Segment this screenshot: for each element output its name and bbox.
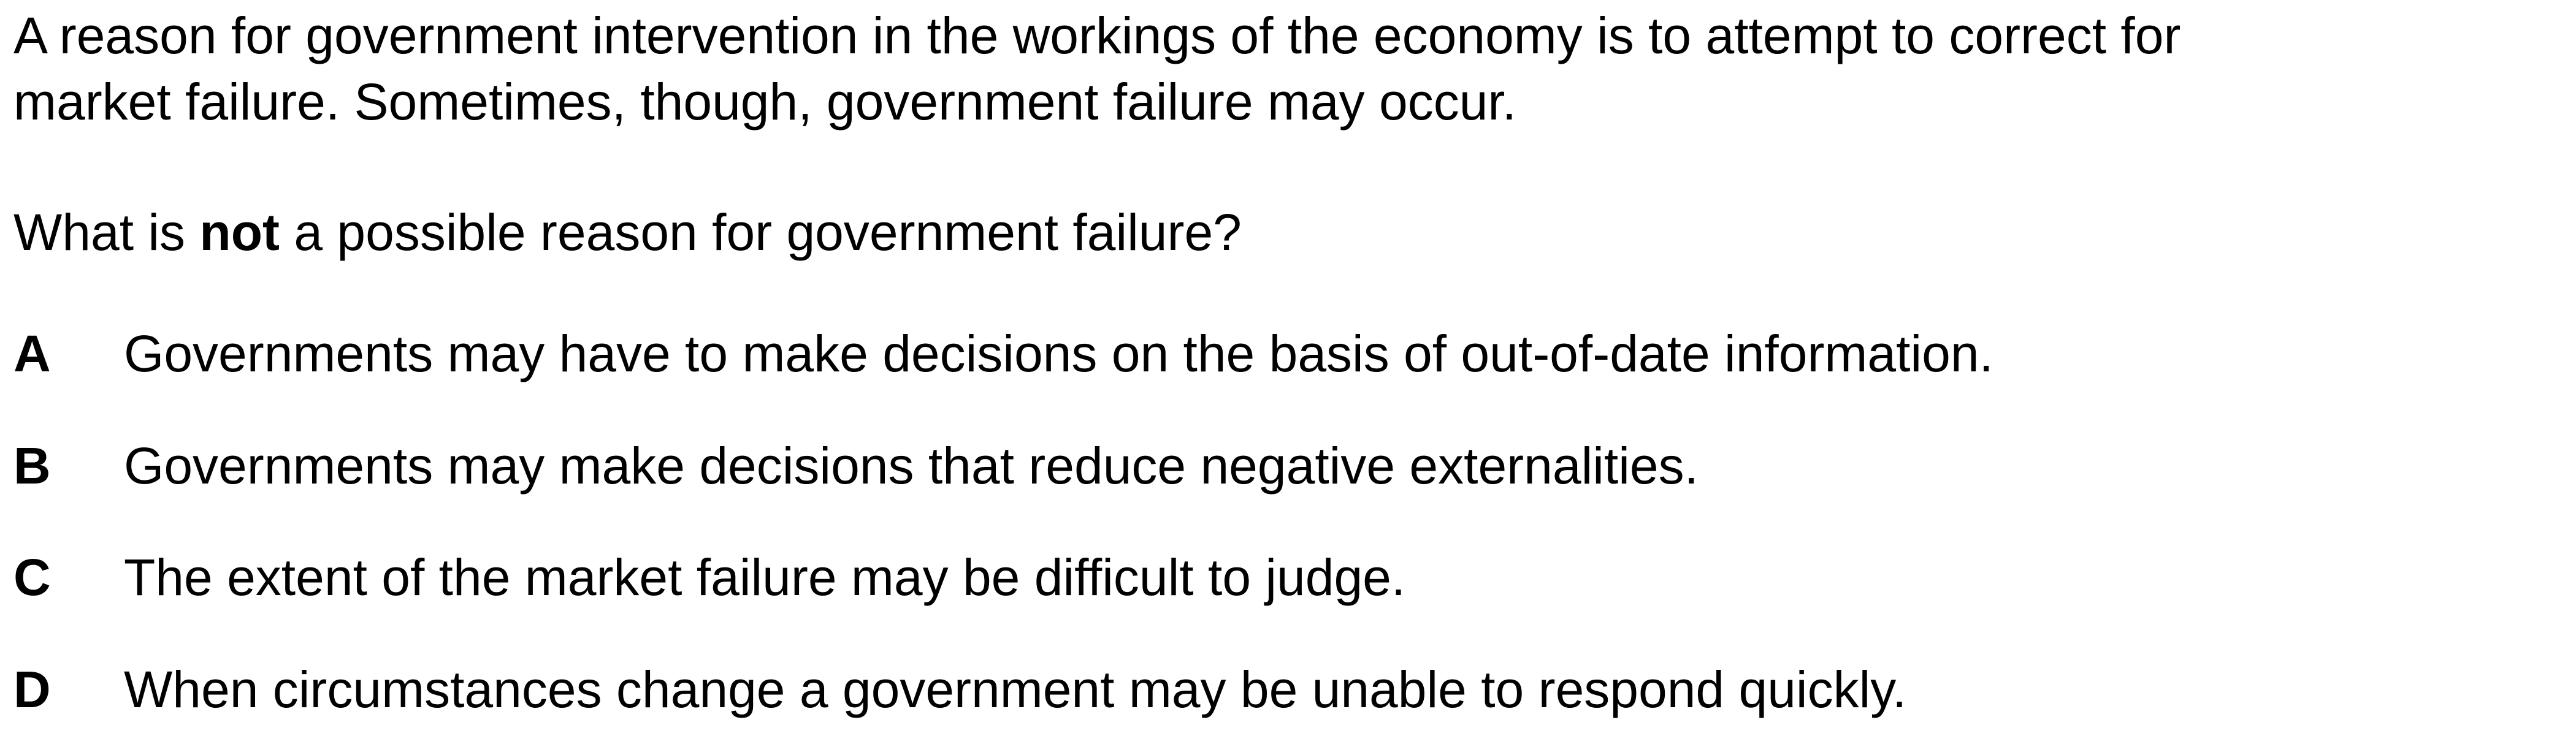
option-letter: D (13, 661, 51, 718)
option-letter: B (13, 437, 51, 495)
option-letter: C (13, 548, 51, 606)
option-text: The extent of the market failure may be … (124, 548, 1406, 606)
option-letter: A (13, 325, 51, 382)
option-b[interactable]: B Governments may make decisions that red… (13, 440, 1699, 491)
intro-line-2: market failure. Sometimes, though, gover… (13, 73, 1517, 131)
intro-line-1: A reason for government intervention in … (13, 7, 2181, 64)
option-text: Governments may make decisions that redu… (124, 437, 1699, 495)
option-text: Governments may have to make decisions o… (124, 325, 1993, 382)
option-a[interactable]: A Governments may have to make decisions … (13, 328, 1993, 379)
question-emphasis: not (199, 203, 280, 261)
option-text: When circumstances change a government m… (124, 661, 1907, 718)
question-stem: What is not a possible reason for govern… (13, 207, 1242, 258)
option-d[interactable]: D When circumstances change a government … (13, 664, 1906, 715)
option-c[interactable]: C The extent of the market failure may be… (13, 552, 1405, 603)
question-text-before: What is (13, 203, 200, 261)
question-text-after: a possible reason for government failure… (280, 203, 1242, 261)
